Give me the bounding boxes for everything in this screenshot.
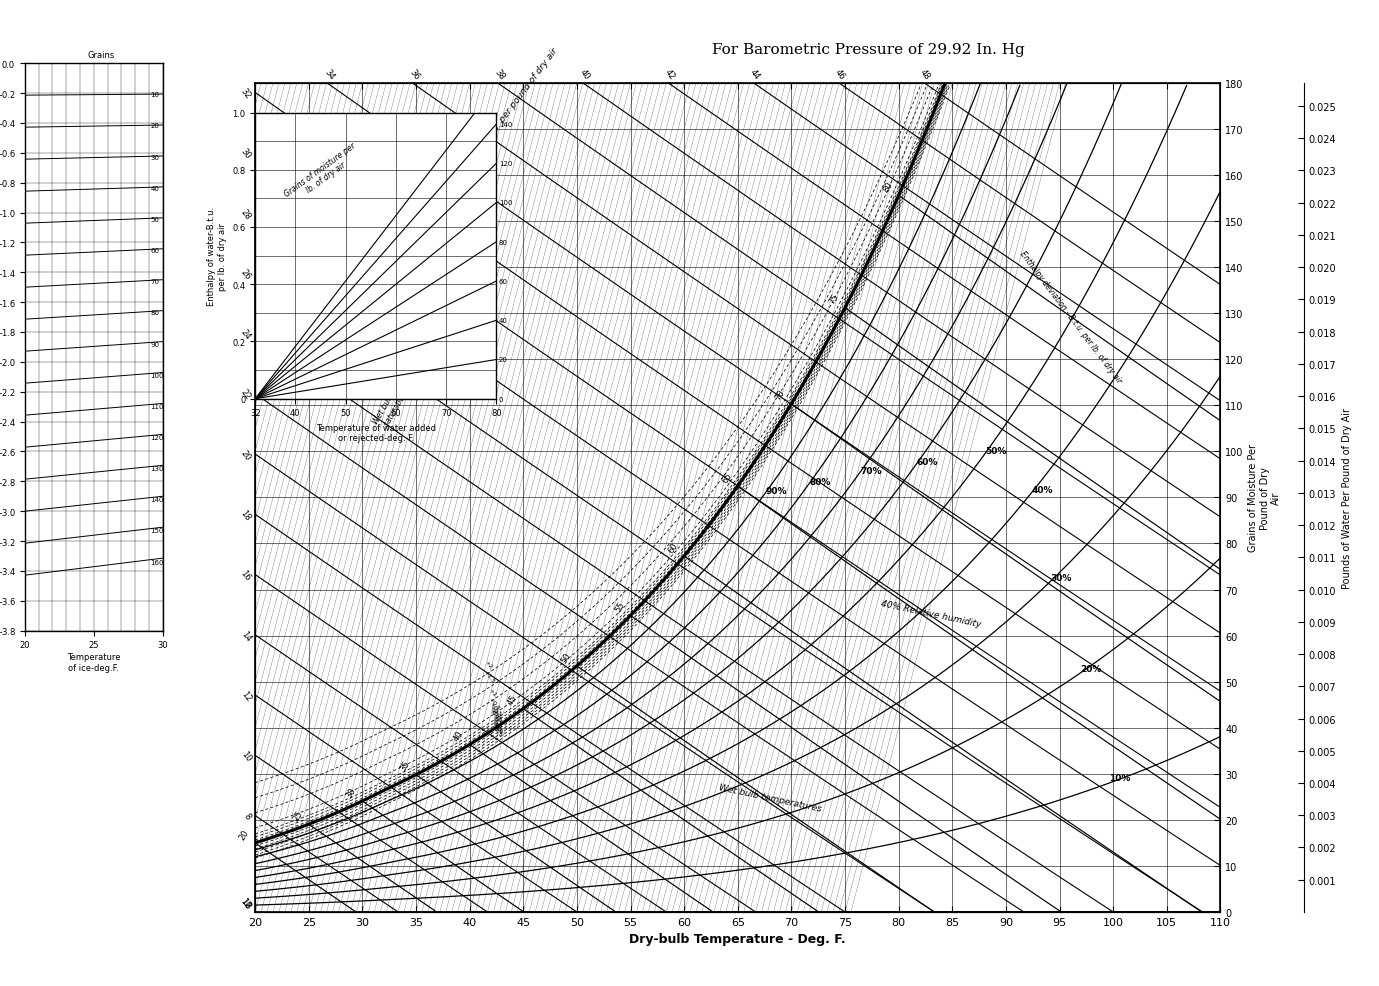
Text: 20: 20 [237, 827, 251, 841]
Text: 160: 160 [150, 559, 164, 565]
Text: 65: 65 [720, 470, 734, 484]
Text: 44: 44 [747, 68, 761, 82]
Text: 60%: 60% [917, 458, 938, 466]
Text: 40: 40 [578, 68, 592, 82]
Text: +2: +2 [484, 660, 494, 669]
Text: 12: 12 [239, 689, 252, 703]
Text: 35: 35 [399, 759, 412, 773]
Text: 0: 0 [499, 396, 503, 402]
Text: 10: 10 [239, 896, 252, 910]
Text: 12: 12 [239, 896, 252, 910]
Text: 20: 20 [239, 448, 252, 461]
Text: 45: 45 [506, 693, 519, 707]
Text: 46: 46 [833, 68, 847, 82]
Text: 10: 10 [239, 749, 252, 763]
Text: 0.05: 0.05 [490, 709, 502, 723]
Text: 25: 25 [291, 809, 305, 822]
Text: -0.3: -0.3 [491, 720, 502, 733]
Text: 75: 75 [827, 292, 841, 306]
Text: 60: 60 [150, 247, 160, 253]
Text: +0.1: +0.1 [490, 707, 502, 722]
Text: 16: 16 [239, 569, 252, 583]
Text: -0.5: -0.5 [492, 726, 503, 738]
Text: 34: 34 [323, 68, 336, 82]
Text: 20: 20 [499, 357, 507, 363]
Text: 100: 100 [150, 373, 164, 379]
Text: -0.4: -0.4 [492, 722, 503, 735]
Y-axis label: Pounds of Water Per Pound of Dry Air: Pounds of Water Per Pound of Dry Air [1342, 407, 1351, 589]
Text: 40: 40 [150, 185, 159, 191]
Text: 140: 140 [499, 122, 513, 128]
Text: 8: 8 [243, 811, 252, 821]
Text: 80: 80 [881, 180, 895, 194]
Text: 30: 30 [150, 155, 160, 161]
Text: 24: 24 [239, 327, 252, 341]
Text: Wet bulb temperatures: Wet bulb temperatures [717, 782, 822, 812]
Text: 110: 110 [150, 403, 164, 409]
Text: 120: 120 [150, 435, 164, 441]
Text: 70: 70 [774, 388, 787, 402]
Text: +0.3: +0.3 [490, 701, 502, 716]
Text: 130: 130 [150, 465, 164, 471]
Text: 10: 10 [150, 93, 160, 99]
Text: 10%: 10% [1109, 773, 1131, 782]
Text: 100: 100 [499, 200, 513, 206]
Text: 90: 90 [150, 341, 160, 347]
Text: 50%: 50% [986, 447, 1007, 456]
Text: 60: 60 [666, 540, 680, 554]
Text: 50: 50 [560, 651, 572, 664]
Text: 20%: 20% [1080, 665, 1102, 673]
Text: 50: 50 [150, 217, 159, 223]
Text: 22: 22 [239, 387, 252, 401]
Text: +0.2: +0.2 [490, 704, 502, 719]
Y-axis label: Enthalpy of water-B.t.u.
per lb. of dry air: Enthalpy of water-B.t.u. per lb. of dry … [207, 207, 226, 306]
Text: 28: 28 [239, 207, 252, 221]
Text: 36: 36 [407, 67, 421, 82]
Text: 18: 18 [239, 508, 252, 523]
Text: 8: 8 [241, 900, 252, 910]
Text: 80%: 80% [809, 477, 830, 486]
Text: 30: 30 [345, 785, 359, 799]
Text: +0.5: +0.5 [488, 695, 501, 711]
Text: 60: 60 [499, 279, 507, 285]
Text: 38: 38 [492, 67, 506, 82]
Text: 32: 32 [239, 87, 252, 101]
Text: 140: 140 [150, 497, 164, 503]
X-axis label: Dry-bulb Temperature - Deg. F.: Dry-bulb Temperature - Deg. F. [629, 933, 847, 946]
Text: 40: 40 [452, 729, 465, 742]
Text: -0.2: -0.2 [491, 717, 502, 730]
Text: Wet bulb and dew point of
saturation temperatures: Wet bulb and dew point of saturation tem… [372, 334, 439, 431]
Text: 55: 55 [614, 599, 626, 613]
Text: Enthalpy deviation - B.t.u. per lb. of dry air: Enthalpy deviation - B.t.u. per lb. of d… [1018, 249, 1123, 385]
Text: 80: 80 [499, 240, 507, 246]
Text: 40: 40 [499, 317, 507, 323]
Text: 70%: 70% [860, 466, 881, 475]
Text: +1: +1 [487, 687, 496, 697]
Text: -0.1: -0.1 [491, 714, 502, 727]
Text: 120: 120 [499, 161, 513, 167]
Text: For Barometric Pressure of 29.92 In. Hg: For Barometric Pressure of 29.92 In. Hg [713, 43, 1025, 57]
Text: 80: 80 [150, 310, 160, 317]
Text: 70: 70 [150, 279, 160, 285]
Text: 42: 42 [663, 68, 676, 82]
Text: 40%: 40% [1031, 486, 1054, 495]
Text: 90%: 90% [765, 486, 787, 495]
Y-axis label: Grains of Moisture Per
Pound of Dry
Air: Grains of Moisture Per Pound of Dry Air [1248, 444, 1281, 552]
Text: Grains: Grains [87, 50, 114, 59]
Text: 14: 14 [239, 629, 252, 643]
Text: 30%: 30% [1051, 573, 1073, 582]
Text: 20: 20 [150, 123, 159, 129]
Text: +1.5: +1.5 [483, 669, 496, 684]
Text: 26: 26 [239, 267, 252, 281]
Text: 48: 48 [918, 68, 932, 82]
Text: 30: 30 [239, 147, 252, 161]
Text: Enthalpy at saturation - B.t.u. per pound of dry air: Enthalpy at saturation - B.t.u. per poun… [416, 46, 560, 233]
Text: 40% Relative humidity: 40% Relative humidity [880, 599, 982, 629]
X-axis label: Temperature of water added
or rejected-deg. F.: Temperature of water added or rejected-d… [316, 424, 436, 443]
Text: 150: 150 [150, 528, 164, 533]
X-axis label: Temperature
of ice-deg.F.: Temperature of ice-deg.F. [68, 653, 120, 671]
Text: Grains of moisture per
lb. of dry air: Grains of moisture per lb. of dry air [283, 141, 363, 207]
